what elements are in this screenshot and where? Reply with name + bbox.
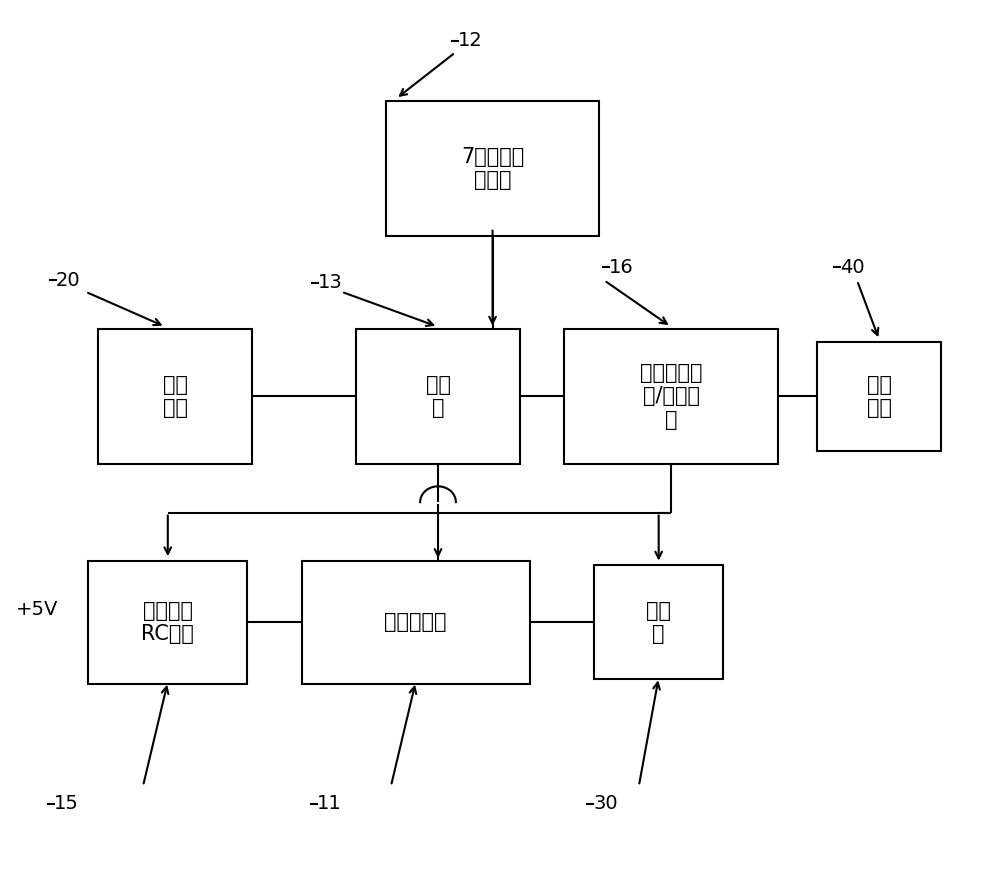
Bar [356, 328, 520, 465]
Text: 看门狗电路: 看门狗电路 [384, 612, 447, 632]
Text: 11: 11 [317, 794, 341, 813]
Text: 存储
器: 存储 器 [426, 375, 451, 418]
Bar [302, 561, 530, 683]
Text: 单片
机: 单片 机 [646, 601, 671, 643]
Text: 15: 15 [54, 794, 79, 813]
Text: 13: 13 [318, 273, 342, 292]
Text: +5V: +5V [16, 599, 59, 619]
Text: 上电复位
RC电路: 上电复位 RC电路 [141, 601, 194, 643]
Bar [88, 561, 247, 683]
Text: 模拟
开关: 模拟 开关 [163, 375, 188, 418]
Bar [564, 328, 778, 465]
Bar [594, 566, 723, 679]
Bar [98, 328, 252, 465]
Bar [386, 101, 599, 236]
Text: 20: 20 [56, 271, 80, 289]
Text: 30: 30 [593, 794, 618, 813]
Text: 十进制同步
加/减计数
器: 十进制同步 加/减计数 器 [640, 363, 702, 430]
Text: 7位二进制
计数器: 7位二进制 计数器 [461, 147, 524, 190]
Text: 开关
组件: 开关 组件 [867, 375, 892, 418]
Text: 12: 12 [458, 32, 483, 50]
Text: 16: 16 [609, 258, 634, 277]
Bar [817, 342, 941, 451]
Text: 40: 40 [840, 258, 865, 277]
